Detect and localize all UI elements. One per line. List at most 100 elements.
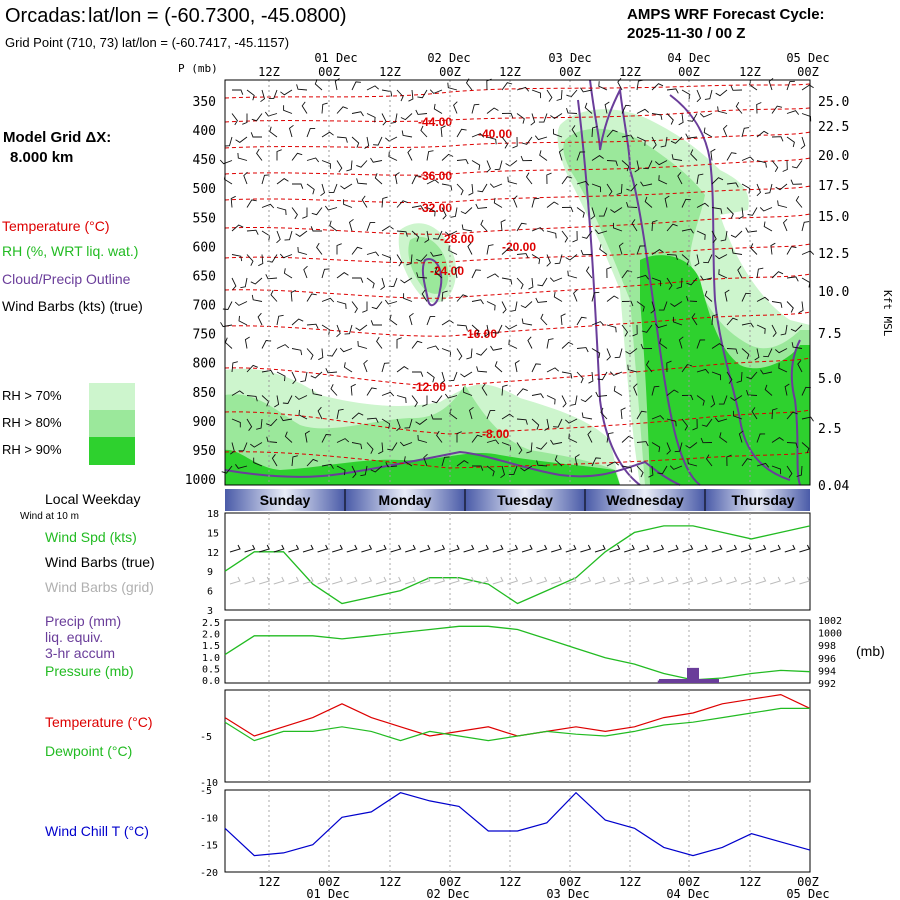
- grid-wind-barb: [288, 576, 300, 585]
- wind-barb: [399, 441, 413, 447]
- wind-barb: [732, 410, 743, 420]
- wind-barb: [403, 293, 413, 302]
- wind-barb: [730, 230, 743, 238]
- wind-barb: [231, 418, 241, 428]
- wind-barb: [251, 113, 263, 122]
- wind-barb: [346, 160, 353, 172]
- wind-barb: [556, 89, 563, 101]
- pressure-tick-label: 1000: [185, 473, 216, 488]
- wind-barb: [261, 230, 271, 241]
- wind-barb: [600, 407, 608, 420]
- grid-wind-barb: [770, 576, 781, 585]
- wind-barb: [681, 418, 689, 431]
- wind-barb: [690, 149, 698, 161]
- wind-barb: [501, 82, 513, 91]
- wind-barb: [790, 179, 803, 185]
- wind-barb: [613, 385, 623, 396]
- temp-y-tick: -10: [200, 778, 218, 789]
- wind-barb: [348, 218, 354, 232]
- wind-barb: [664, 195, 670, 208]
- bottom-time-tick-label: 00Z: [678, 875, 700, 889]
- grid-wind-barb: [726, 576, 738, 585]
- grid-wind-barb: [419, 576, 431, 585]
- wind-barb: [456, 460, 469, 467]
- wind-barb: [380, 277, 386, 291]
- wind-barb: [531, 418, 540, 430]
- wind-barb: [486, 410, 496, 420]
- panel-gridlines: [268, 513, 751, 872]
- wind-barb: [250, 132, 262, 138]
- wind-barb: [420, 125, 428, 138]
- grid-wind-barb: [346, 576, 358, 585]
- wind-barb: [591, 457, 601, 467]
- wind-barb: [634, 160, 640, 173]
- pressure-tick-label: 650: [193, 269, 216, 284]
- bottom-date-label: 02 Dec: [426, 887, 469, 900]
- temp-contour-label: -24.00: [430, 264, 464, 278]
- wind-barb: [291, 371, 297, 385]
- grid-wind-barb: [580, 576, 592, 585]
- height-tick-label: 2.5: [818, 422, 841, 437]
- wind-barb: [640, 343, 653, 350]
- wind-barb: [595, 391, 608, 397]
- precip-y-tick: 0.0: [202, 676, 220, 687]
- wind-barb: [800, 136, 806, 150]
- wind-barb: [291, 318, 304, 326]
- wind-barb: [501, 413, 514, 420]
- wind-barb: [525, 172, 533, 185]
- isotherm-line: [224, 185, 811, 204]
- wind-barb: [687, 458, 698, 467]
- wind-barb: [274, 395, 280, 408]
- pressure-tick-label: 400: [193, 124, 216, 139]
- wind-barb: [711, 230, 717, 243]
- wind-barb: [350, 383, 356, 396]
- wind-barb: [669, 465, 683, 470]
- time-tick-label: 00Z: [678, 65, 700, 79]
- wind-barb: [666, 389, 679, 396]
- wind-barb: [456, 294, 468, 302]
- legend-temperature: Temperature (°C): [2, 218, 110, 234]
- wind-barb: [696, 202, 709, 208]
- wind-barb: [351, 246, 363, 255]
- grid-wind-barb: [521, 576, 533, 585]
- wind-barb: [256, 418, 263, 430]
- grid-wind-barb: [551, 576, 562, 585]
- grid-wind-barb: [565, 576, 577, 585]
- wind-barb: [666, 442, 671, 455]
- wind-barb: [700, 437, 713, 444]
- wind-barb: [261, 203, 275, 209]
- wind-barb: [318, 348, 324, 361]
- wind-barb: [677, 172, 683, 185]
- wind-barb: [422, 395, 428, 407]
- wind-barb: [591, 291, 600, 302]
- height-axis: 25.0 22.5 20.0 17.5 15.0 12.5 10.0 7.5 5.0 2.5 0.0…: [818, 95, 849, 494]
- pressure-tick-label: 900: [193, 415, 216, 430]
- pressure-tick-label: 450: [193, 153, 216, 168]
- wind-barb: [436, 430, 443, 443]
- surface-wind-barb: [463, 544, 475, 553]
- surface-wind-barb: [565, 544, 577, 553]
- wind-barb: [366, 85, 379, 91]
- temp-y-axis: -5 -10: [200, 732, 218, 789]
- grid-wind-barb: [405, 576, 416, 585]
- wind-barb: [591, 126, 598, 138]
- wind-barb: [258, 254, 264, 267]
- wind-barb: [456, 431, 462, 443]
- wind-spd-label: Wind Spd (kts): [45, 529, 137, 545]
- wind-barb: [738, 430, 744, 443]
- rh70-label: RH > 70%: [2, 388, 62, 403]
- rh80-label: RH > 80%: [2, 415, 62, 430]
- weekday-cell-monday: [345, 489, 465, 511]
- wind-barb: [681, 364, 693, 373]
- wind-barb: [705, 454, 713, 467]
- wind-barb: [441, 183, 453, 191]
- precip-y-tick: 1.0: [202, 653, 220, 664]
- wind-barb: [489, 183, 503, 188]
- isotherm-line: [224, 131, 811, 149]
- wind-barb: [730, 85, 743, 91]
- wind-barb: [782, 160, 788, 172]
- wind-barb: [520, 155, 533, 162]
- wind-barb: [366, 387, 377, 396]
- bottom-time-tick-label: 12Z: [619, 875, 641, 889]
- wind-barb: [561, 395, 567, 408]
